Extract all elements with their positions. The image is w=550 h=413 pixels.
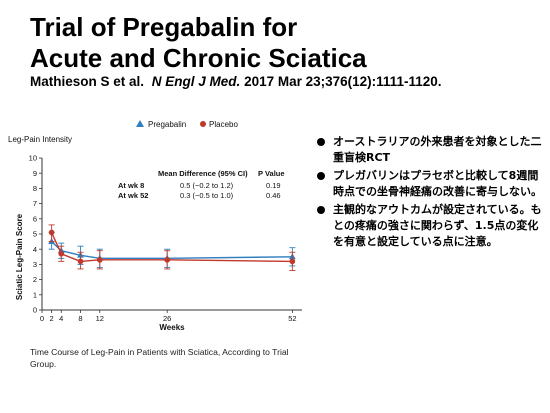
bullet-dot-icon: [317, 205, 325, 214]
y-tick-label: 9: [33, 169, 37, 178]
x-tick-label: 26: [163, 314, 171, 323]
legend-triangle-icon: [136, 120, 144, 127]
y-tick-label: 7: [33, 199, 37, 208]
table-row-2-diff: 0.3 (−0.5 to 1.0): [180, 191, 234, 200]
citation-authors: Mathieson S et al.: [30, 74, 145, 89]
y-tick-label: 10: [29, 154, 37, 163]
legend: Pregabalin Placebo: [136, 120, 238, 129]
table-header-diff: Mean Difference (95% CI): [158, 169, 248, 178]
table-row-1-label: At wk 8: [118, 181, 144, 190]
x-tick-label: 52: [288, 314, 296, 323]
data-point-placebo: [96, 257, 103, 263]
x-tick-label: 0: [40, 314, 44, 323]
x-tick-label: 12: [96, 314, 104, 323]
x-axis-label: Weeks: [159, 323, 185, 332]
citation-details: 2017 Mar 23;376(12):1111-1120.: [244, 74, 442, 89]
figure-caption: Time Course of Leg-Pain in Patients with…: [30, 347, 289, 369]
y-tick-label: 1: [33, 290, 37, 299]
bullet-text-3: 主観的なアウトカムが設定されている。もとの疼痛の強さに関わらず、1.5点の変化を…: [333, 202, 542, 249]
series-line-pregabalin: [51, 241, 293, 259]
y-axis-label: Sciatic Leg-Pain Score: [15, 213, 24, 300]
chart-svg: Leg-Pain Intensity Pregabalin Placebo Me…: [8, 120, 302, 332]
legend-pregabalin: Pregabalin: [148, 120, 186, 129]
y-tick-label: 8: [33, 184, 37, 193]
y-tick-label: 5: [33, 230, 37, 239]
legend-circle-icon: [200, 121, 206, 127]
y-tick-label: 0: [33, 306, 37, 315]
citation-journal: N Engl J Med.: [151, 74, 241, 89]
table-row-1-p: 0.19: [266, 181, 281, 190]
data-point-placebo: [48, 229, 55, 236]
data-point-placebo: [164, 257, 170, 263]
stats-table: Mean Difference (95% CI) P Value At wk 8…: [118, 169, 285, 200]
bullet-dot-icon: [317, 171, 325, 180]
bullet-list: オーストラリアの外来患者を対象とした二重盲検RCT プレガバリンはプラセボと比較…: [316, 134, 548, 252]
leg-pain-chart: Leg-Pain Intensity Pregabalin Placebo Me…: [0, 100, 310, 345]
citation: Mathieson S et al. N Engl J Med. 2017 Ma…: [30, 74, 545, 89]
slide-title: Trial of Pregabalin for Acute and Chroni…: [30, 12, 540, 74]
bullet-item-3: 主観的なアウトカムが設定されている。もとの疼痛の強さに関わらず、1.5点の変化を…: [316, 202, 548, 251]
bullet-dot-icon: [317, 138, 325, 146]
legend-placebo: Placebo: [209, 120, 238, 129]
y-tick-label: 2: [33, 275, 37, 284]
x-tick-label: 8: [78, 314, 82, 323]
table-row-2-label: At wk 52: [118, 191, 148, 200]
y-tick-label: 6: [33, 214, 37, 223]
x-tick-label: 4: [59, 314, 63, 323]
bullet-text-1: オーストラリアの外来患者を対象とした二重盲検RCT: [333, 135, 542, 165]
table-row-1-diff: 0.5 (−0.2 to 1.2): [180, 181, 234, 190]
title-line-1: Trial of Pregabalin for: [30, 12, 298, 42]
y-tick-label: 4: [33, 245, 37, 254]
data-point-placebo: [289, 258, 296, 265]
chart-title: Leg-Pain Intensity: [8, 135, 72, 144]
table-header-p: P Value: [258, 169, 285, 178]
title-line-2: Acute and Chronic Sciatica: [30, 43, 367, 73]
table-row-2-p: 0.46: [266, 191, 281, 200]
data-point-placebo: [58, 250, 65, 257]
bullet-item-1: オーストラリアの外来患者を対象とした二重盲検RCT: [316, 134, 548, 167]
y-tick-label: 3: [33, 260, 37, 269]
bullet-text-2: プレガバリンはプラセボと比較して8週間時点での坐骨神経痛の改善に寄与しない。: [333, 168, 542, 199]
data-point-placebo: [77, 258, 84, 265]
x-tick-label: 2: [50, 314, 54, 323]
series-line-placebo: [50, 232, 293, 263]
data-marks: [48, 224, 296, 271]
bullet-item-2: プレガバリンはプラセボと比較して8週間時点での坐骨神経痛の改善に寄与しない。: [316, 168, 548, 201]
